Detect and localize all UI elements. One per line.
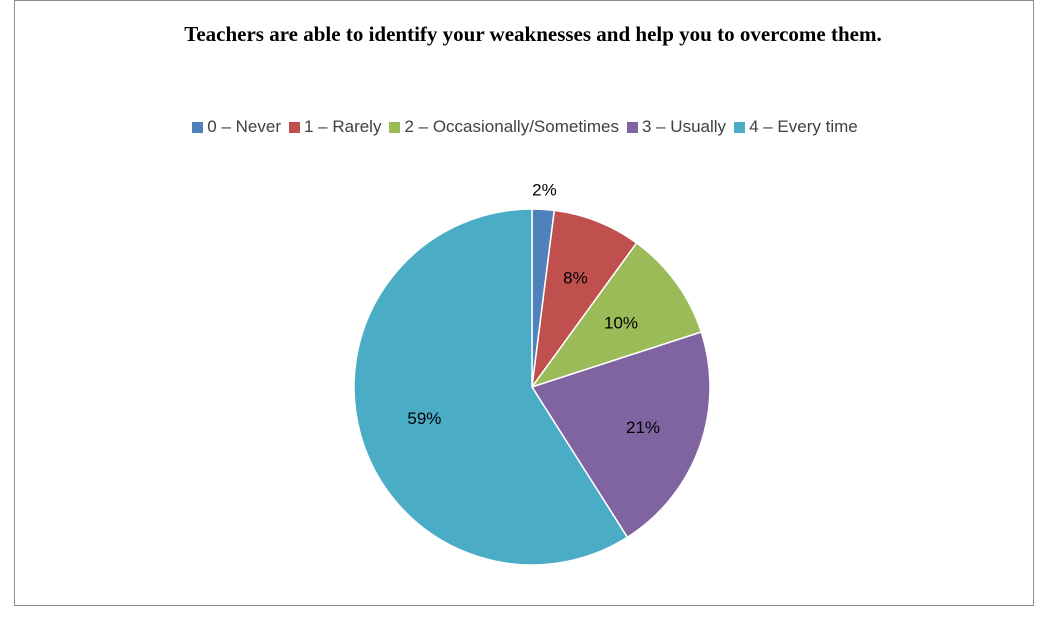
legend-swatch-never — [192, 121, 204, 133]
legend-label-usually: 3 – Usually — [641, 117, 727, 136]
legend-label-never: 0 – Never — [207, 117, 281, 136]
legend-item-occasionally: 2 – Occasionally/Sometimes — [389, 117, 619, 137]
pie-slice-usually — [530, 331, 711, 539]
legend-swatch-usually — [626, 121, 638, 133]
legend-item-never: 0 – Never — [192, 117, 281, 137]
data-label-every-time: 59% — [407, 409, 441, 428]
pie-slice-occasionally — [530, 241, 703, 389]
data-label-usually: 21% — [626, 418, 660, 437]
pie-slice-every-time — [353, 208, 629, 566]
legend: 0 – Never 1 – Rarely 2 – Occasionally/So… — [0, 117, 1050, 137]
legend-label-rarely: 1 – Rarely — [303, 117, 382, 136]
legend-swatch-rarely — [288, 121, 300, 133]
legend-swatch-every-time — [734, 121, 746, 133]
chart-title: Teachers are able to identify your weakn… — [184, 22, 882, 46]
data-label-never: 2% — [532, 180, 557, 199]
pie-data-labels: 2% 8% 10% 21% 59% — [407, 180, 660, 437]
legend-label-occasionally: 2 – Occasionally/Sometimes — [404, 117, 619, 136]
legend-item-rarely: 1 – Rarely — [288, 117, 382, 137]
pie-slices — [353, 208, 711, 566]
legend-item-every-time: 4 – Every time — [734, 117, 858, 137]
data-label-rarely: 8% — [563, 268, 588, 287]
pie-slice-rarely — [531, 209, 638, 388]
legend-label-every-time: 4 – Every time — [749, 117, 858, 136]
legend-item-usually: 3 – Usually — [626, 117, 727, 137]
legend-swatch-occasionally — [389, 121, 401, 133]
data-label-occasionally: 10% — [604, 313, 638, 332]
